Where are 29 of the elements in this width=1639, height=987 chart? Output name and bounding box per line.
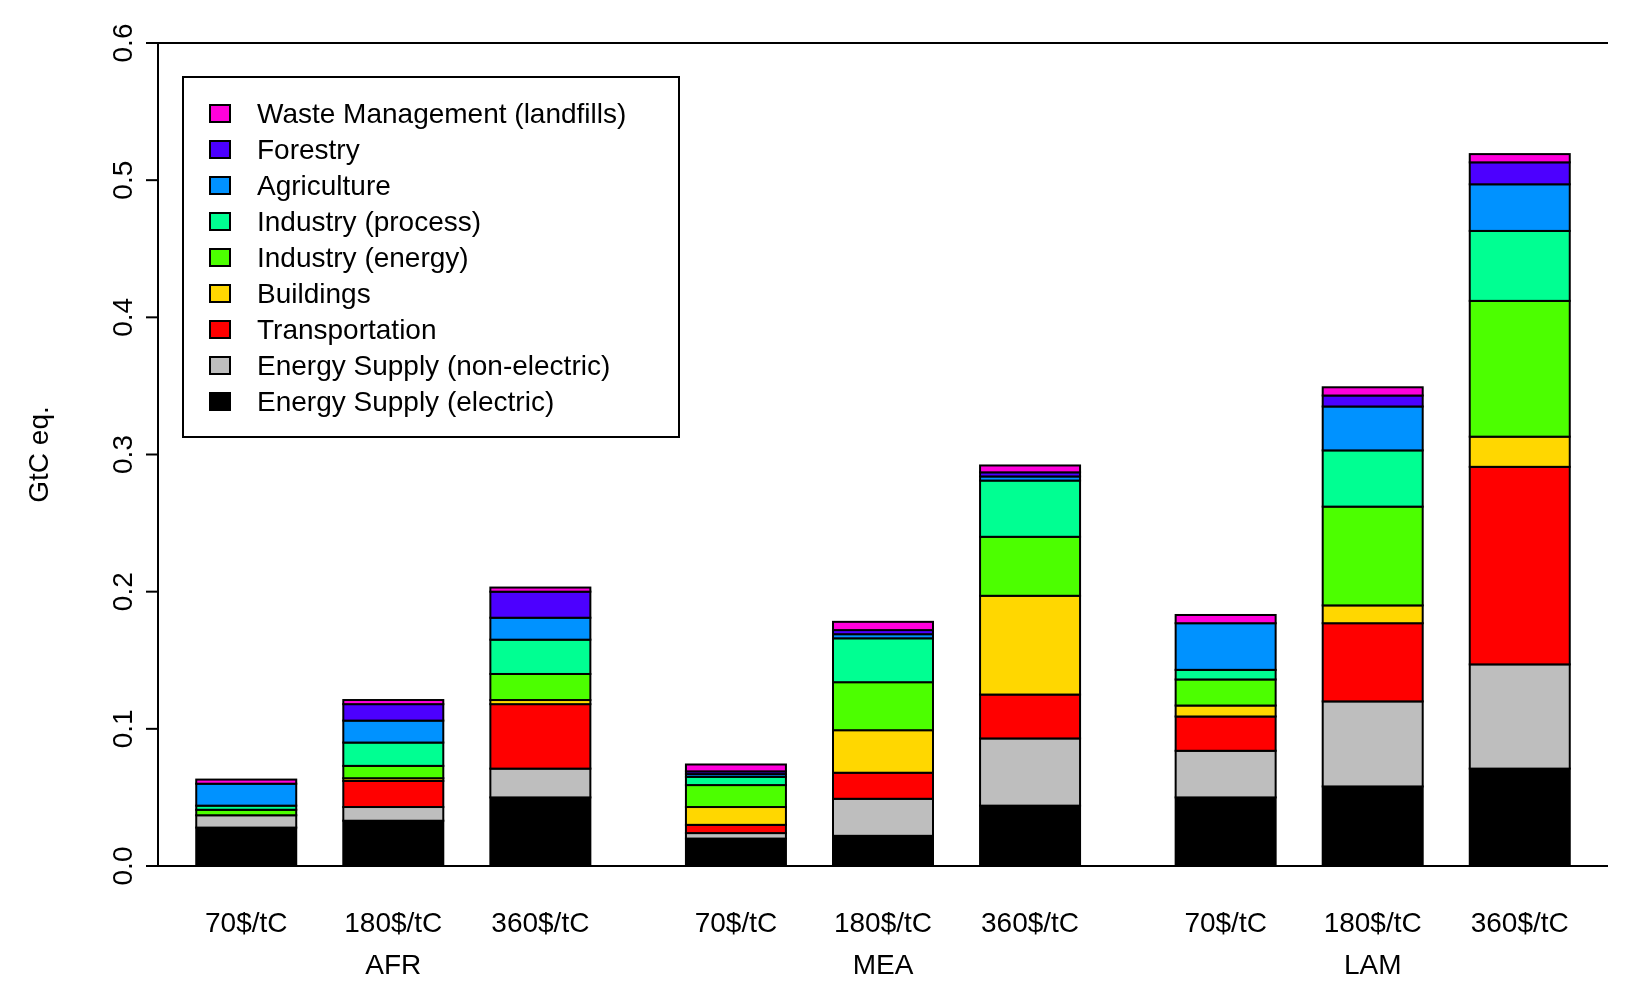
- y-tick-label: 0.3: [107, 435, 138, 474]
- x-tick-label: 360$/tC: [491, 907, 590, 938]
- legend-label: Industry (process): [257, 206, 482, 237]
- x-tick-label: 180$/tC: [833, 907, 933, 938]
- legend-label: Industry (energy): [257, 242, 469, 273]
- x-tick-label: 70$/tC: [204, 907, 288, 938]
- y-tick-label: 0.5: [107, 160, 138, 200]
- legend-label: Energy Supply (electric): [257, 386, 555, 417]
- legend-label: Waste Management (landfills): [257, 98, 627, 129]
- x-tick-label: 360$/tC: [1470, 907, 1569, 938]
- x-tick-label: 180$/tC: [1323, 907, 1422, 938]
- text: LAM: [1343, 949, 1402, 980]
- y-tick-label: 0.2: [107, 572, 138, 612]
- y-tick-label: 0.6: [107, 23, 138, 63]
- x-tick-label: 70$/tC: [1184, 907, 1267, 938]
- legend-label: Forestry: [257, 134, 360, 165]
- legend-label: Buildings: [257, 278, 371, 309]
- legend-label: Agriculture: [257, 170, 391, 201]
- y-axis-title: GtC eq.: [23, 406, 54, 503]
- legend-label: Energy Supply (non-electric): [257, 350, 611, 381]
- y-tick-label: 0.1: [107, 709, 138, 749]
- text: MEA: [852, 949, 914, 980]
- legend-label: Transportation: [257, 314, 437, 345]
- x-tick-label: 360$/tC: [981, 907, 1080, 938]
- x-tick-label: 70$/tC: [694, 907, 778, 938]
- text: AFR: [365, 949, 422, 980]
- y-tick-label: 0.0: [107, 846, 138, 886]
- y-tick-label: 0.4: [107, 297, 138, 337]
- x-tick-label: 180$/tC: [344, 907, 443, 938]
